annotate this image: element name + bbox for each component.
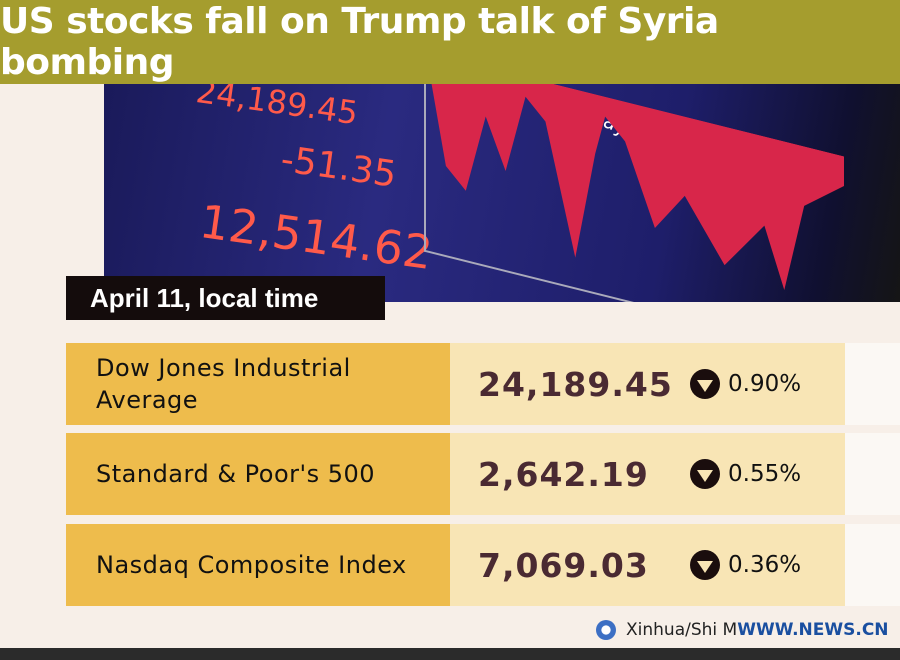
down-arrow-icon xyxy=(690,550,720,580)
photo-text: 12,514.62 xyxy=(196,194,436,281)
index-change: 0.90% xyxy=(728,371,802,397)
index-name: Nasdaq Composite Index xyxy=(66,524,450,606)
site-watermark: WWW.NEWS.CN xyxy=(737,620,889,640)
bottom-bar xyxy=(0,648,900,660)
photo-text: 24,189.45 xyxy=(193,84,361,133)
index-name: Standard & Poor's 500 xyxy=(66,433,450,515)
index-row-sp500: Standard & Poor's 500 2,642.19 0.55% xyxy=(66,433,900,515)
index-change: 0.36% xyxy=(728,552,802,578)
page-title: US stocks fall on Trump talk of Syria bo… xyxy=(0,1,719,83)
index-change: 0.55% xyxy=(728,461,802,487)
index-row-dow: Dow Jones Industrial Average 24,189.45 0.… xyxy=(66,343,900,425)
date-label: April 11, local time xyxy=(66,276,385,320)
index-value: 7,069.03 xyxy=(478,545,649,585)
index-value: 2,642.19 xyxy=(478,454,649,494)
credit-text: Xinhua/Shi M xyxy=(626,620,738,640)
photo-chart xyxy=(424,84,844,302)
index-name: Dow Jones Industrial Average xyxy=(66,343,450,425)
title-bar: US stocks fall on Trump talk of Syria bo… xyxy=(0,0,900,84)
xinhua-logo-icon xyxy=(596,620,616,640)
stock-board-photo: 24,189.45 -51.35 12,514.62 Wednesday, Ap… xyxy=(104,84,900,302)
down-arrow-icon xyxy=(690,459,720,489)
down-arrow-icon xyxy=(690,369,720,399)
credit: Xinhua/Shi M WWW.NEWS.CN xyxy=(596,620,889,640)
photo-text: -51.35 xyxy=(278,139,399,196)
index-row-nasdaq: Nasdaq Composite Index 7,069.03 0.36% xyxy=(66,524,900,606)
index-value: 24,189.45 xyxy=(478,364,673,404)
